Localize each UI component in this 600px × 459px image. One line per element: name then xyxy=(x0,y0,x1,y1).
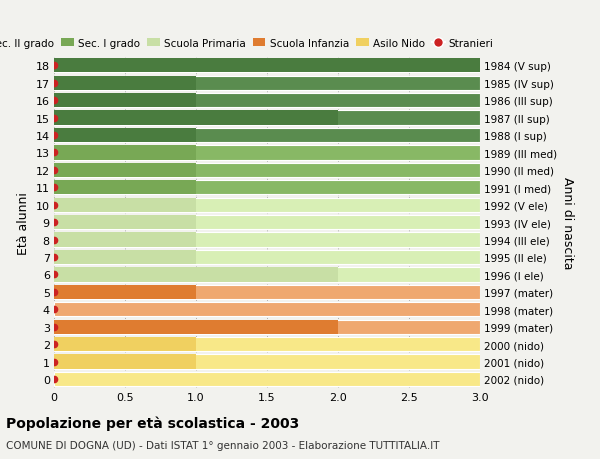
Bar xyxy=(54,250,480,264)
Bar xyxy=(54,250,196,264)
Bar xyxy=(54,146,196,160)
Bar xyxy=(54,163,480,178)
Bar xyxy=(54,198,196,213)
Bar xyxy=(54,215,480,230)
Y-axis label: Età alunni: Età alunni xyxy=(17,191,30,254)
Bar xyxy=(54,111,338,125)
Bar xyxy=(54,233,196,247)
Bar xyxy=(54,94,480,108)
Text: COMUNE DI DOGNA (UD) - Dati ISTAT 1° gennaio 2003 - Elaborazione TUTTITALIA.IT: COMUNE DI DOGNA (UD) - Dati ISTAT 1° gen… xyxy=(6,440,439,450)
Bar xyxy=(54,163,196,178)
Bar xyxy=(54,355,480,369)
Bar xyxy=(54,302,480,317)
Bar xyxy=(54,355,196,369)
Bar xyxy=(54,320,338,334)
Bar xyxy=(54,76,480,90)
Bar xyxy=(54,111,480,125)
Bar xyxy=(54,181,480,195)
Bar xyxy=(54,181,196,195)
Bar xyxy=(54,76,196,90)
Bar xyxy=(54,337,196,352)
Bar xyxy=(54,320,480,334)
Bar xyxy=(54,198,480,213)
Bar xyxy=(54,268,480,282)
Legend: Sec. II grado, Sec. I grado, Scuola Primaria, Scuola Infanzia, Asilo Nido, Stran: Sec. II grado, Sec. I grado, Scuola Prim… xyxy=(0,34,498,53)
Y-axis label: Anni di nascita: Anni di nascita xyxy=(561,176,574,269)
Bar xyxy=(54,59,480,73)
Bar xyxy=(54,285,196,299)
Bar xyxy=(54,129,196,143)
Bar xyxy=(54,268,338,282)
Text: Popolazione per età scolastica - 2003: Popolazione per età scolastica - 2003 xyxy=(6,415,299,430)
Bar xyxy=(54,129,480,143)
Bar xyxy=(54,146,480,160)
Bar xyxy=(54,372,480,386)
Bar xyxy=(54,94,196,108)
Bar xyxy=(54,59,480,73)
Bar xyxy=(54,285,480,299)
Bar xyxy=(54,233,480,247)
Bar xyxy=(54,215,196,230)
Bar xyxy=(54,337,480,352)
